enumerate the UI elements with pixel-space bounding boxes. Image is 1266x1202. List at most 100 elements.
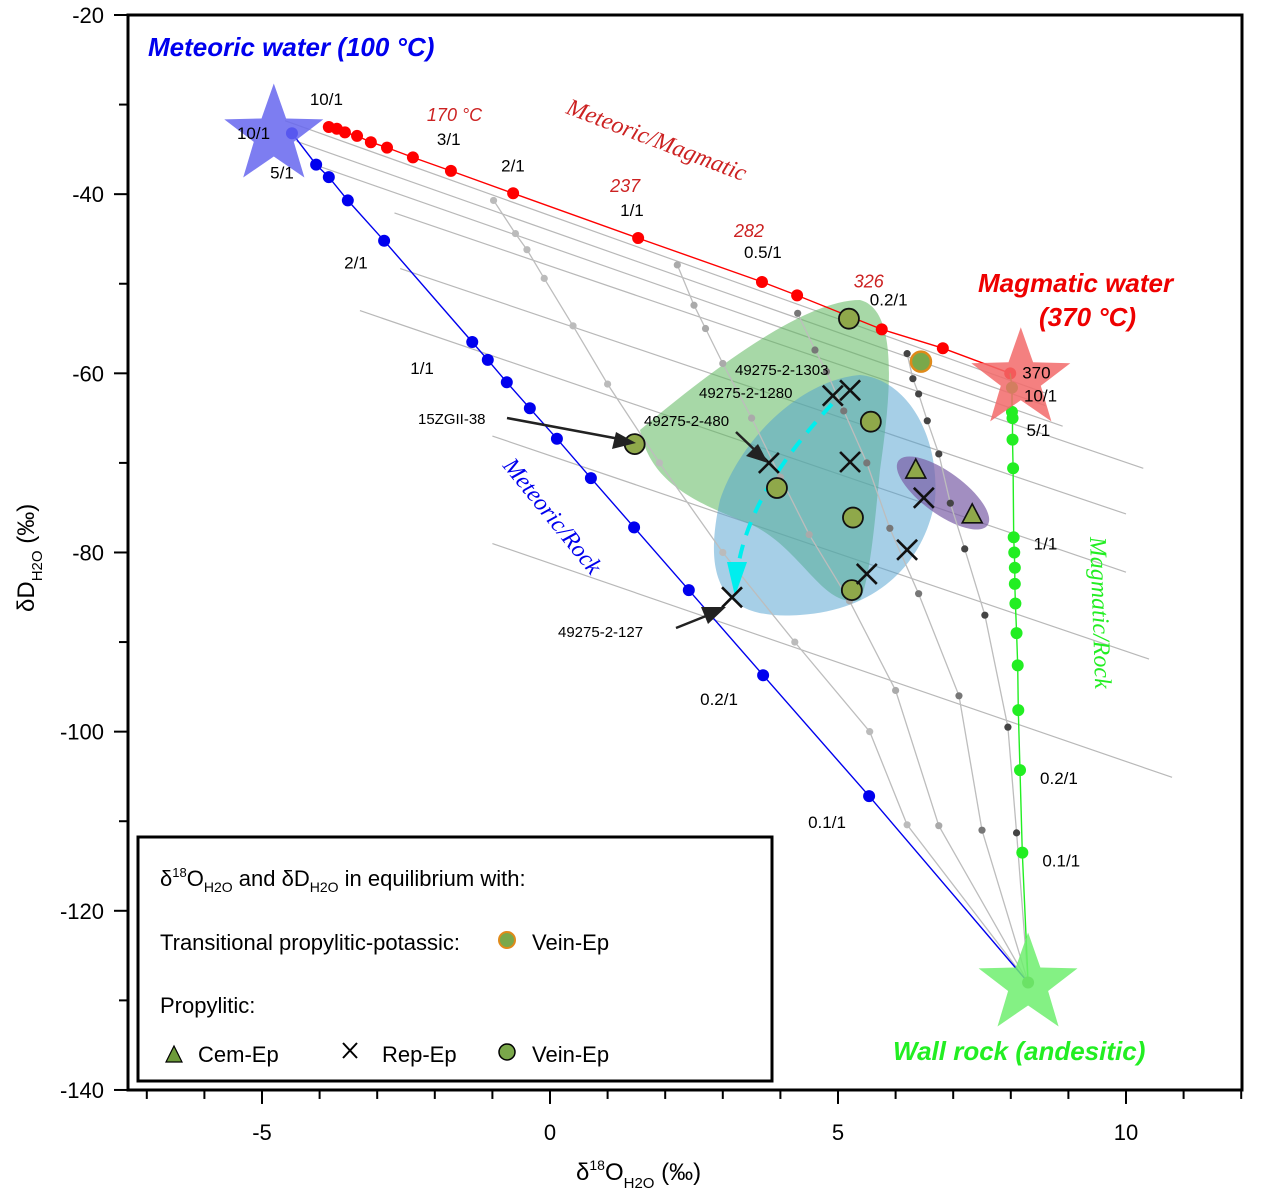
meteoric-rock-point [550, 432, 563, 445]
ratio-label: 1/1 [1034, 534, 1058, 553]
meteoric-rock-point [757, 669, 770, 682]
x-tick-label: 0 [544, 1120, 556, 1145]
meteoric-magmatic-point [936, 342, 949, 355]
mixing-curve [797, 313, 1029, 983]
legend-rep-ep-marker [342, 1042, 358, 1059]
endmember-stars [224, 83, 1078, 1027]
mixing-point [866, 728, 874, 736]
mixing-point [791, 638, 799, 646]
mixing-point [540, 274, 548, 282]
meteoric-rock-point [500, 376, 513, 389]
annotation-label: 49275-2-480 [644, 413, 729, 430]
mixing-curves [489, 196, 1029, 983]
magmatic-rock-point [1014, 764, 1027, 777]
mixing-point [719, 359, 727, 368]
ratio-label: 5/1 [270, 164, 294, 183]
mixing-point [978, 826, 986, 834]
magmatic-rock-point [1016, 846, 1029, 859]
vein-ep-point [859, 410, 882, 433]
wall-rock-star [978, 932, 1078, 1027]
transitional-vein-ep-point [909, 350, 933, 373]
mixing-point [655, 459, 664, 467]
meteoric-magmatic-point [406, 151, 419, 164]
meteoric-rock-point [322, 171, 335, 184]
mixing-point [673, 261, 681, 269]
x-axis-title: δ18OH2O (‰) [576, 1157, 701, 1192]
meteoric-rock-point [310, 158, 323, 171]
magmatic-rock-point [1009, 597, 1022, 610]
meteoric-magmatic-point [351, 129, 364, 142]
meteoric-magmatic-label: Meteoric/Magmatic [562, 94, 751, 187]
y-tick-label: -40 [72, 182, 104, 207]
meteoric-rock-point [466, 335, 479, 348]
annotation-label: 49275-2-1280 [699, 385, 792, 402]
mixing-point [961, 545, 969, 553]
temperature-label: 326 [854, 271, 885, 291]
mixing-point [719, 548, 727, 557]
meteoric-magmatic-point [507, 187, 520, 200]
meteoric-magmatic-point [632, 232, 645, 245]
mixing-series [285, 120, 1035, 989]
rep-ep-point [839, 379, 862, 402]
mixing-point [946, 499, 954, 507]
rep-ep-stroke [896, 538, 919, 561]
legend: δ18OH2O and δDH2O in equilibrium with: T… [136, 835, 774, 1083]
magmatic-rock-point [1007, 531, 1020, 544]
meteoric-rock-label: Meteoric/Rock [497, 453, 607, 580]
magmatic-rock-label: Magmatic/Rock [1084, 535, 1115, 689]
trend-arrow [734, 402, 834, 586]
y-tick-label: -120 [60, 899, 104, 924]
mixing-point [811, 346, 819, 354]
legend-rep-ep: Rep-Ep [382, 1042, 457, 1067]
mixing-point [511, 229, 520, 238]
vein-ep-point [766, 477, 788, 499]
mixing-point [489, 196, 498, 205]
mixing-point [794, 309, 802, 317]
x-tick-label: 5 [832, 1120, 844, 1145]
ratio-label: 10/1 [237, 124, 270, 143]
ratio-label: 370 [1022, 363, 1050, 382]
ratio-label: 0.2/1 [700, 690, 738, 709]
rep-ep-stroke [855, 563, 878, 585]
temperature-label: 170 °C [427, 105, 483, 125]
mixing-point [805, 530, 813, 539]
temperature-label: 282 [733, 221, 764, 241]
rep-ep-stroke [821, 384, 844, 407]
magmatic-rock-point [1008, 561, 1021, 574]
annotation-label: 15ZGII-38 [418, 411, 486, 428]
mixing-point [892, 686, 900, 695]
wall-rock-title: Wall rock (andesitic) [893, 1036, 1145, 1066]
meteoric-rock-point [584, 472, 597, 485]
mixing-point [923, 417, 931, 425]
mixing-point [690, 301, 698, 309]
rep-ep-point [896, 538, 919, 561]
mixing-point [935, 822, 943, 830]
mixing-point [748, 414, 756, 422]
rep-ep-stroke [839, 379, 862, 402]
meteoric-rock-point [523, 402, 536, 415]
annotation-49275-2-480: 49275-2-480 [644, 413, 768, 463]
trend-arrowhead [727, 562, 747, 596]
magmatic-rock-point [1007, 462, 1020, 475]
legend-box [136, 835, 774, 1083]
vein-ep-point [838, 307, 860, 330]
y-tick-label: -80 [72, 540, 104, 565]
meteoric-magmatic-point [338, 126, 351, 139]
legend-propylitic-label: Propylitic: [160, 993, 255, 1018]
ratio-label: 5/1 [1027, 421, 1051, 440]
legend-vein-ep: Vein-Ep [532, 1042, 609, 1067]
ratio-label: 0.2/1 [1040, 769, 1078, 788]
mixing-point [935, 450, 943, 458]
mixing-point [822, 367, 831, 376]
meteoric-magmatic-point [875, 323, 888, 336]
isotherm-line [492, 542, 1173, 778]
rep-ep-stroke [757, 451, 780, 474]
magmatic-rock-point [1011, 659, 1024, 672]
meteoric-rock-point [863, 790, 876, 803]
samples [623, 307, 984, 609]
y-tick-label: -60 [72, 361, 104, 386]
ratio-label: 0.1/1 [808, 813, 846, 832]
annotation-label: 49275-2-1303 [735, 362, 828, 379]
ratio-label: 1/1 [410, 359, 434, 378]
